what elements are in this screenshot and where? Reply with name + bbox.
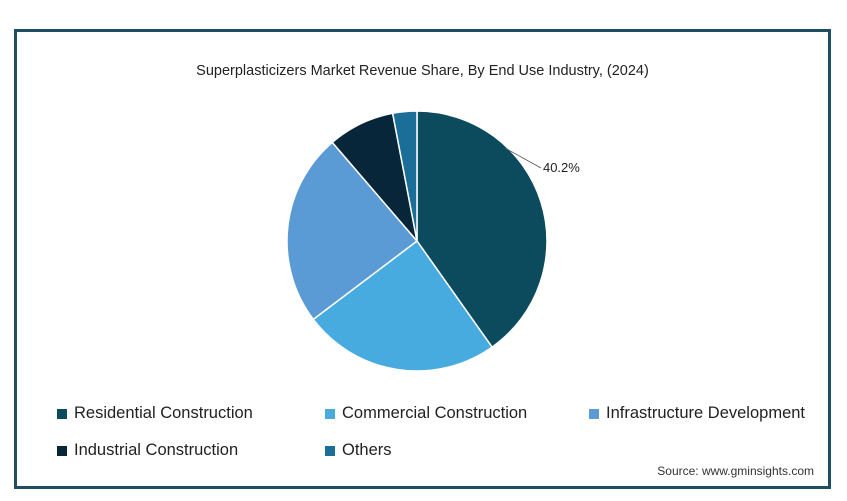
legend-swatch [325, 445, 335, 456]
pie-slice-residential-construction [416, 110, 548, 349]
pie-slice-commercial-construction [312, 239, 494, 372]
pie-chart: 40.2% [286, 110, 580, 372]
legend-item-commercial: Commercial Construction [325, 404, 527, 423]
legend-label: Infrastructure Development [606, 404, 806, 422]
legend-item-infrastructure: Infrastructure Development [589, 404, 805, 423]
legend-item-residential: Residential Construction [57, 404, 253, 423]
legend-label: Industrial Construction [74, 441, 239, 459]
legend-label: Commercial Construction [342, 404, 528, 422]
legend-swatch [325, 408, 335, 419]
chart-title: Superplasticizers Market Revenue Share, … [196, 63, 649, 79]
legend-label: Residential Construction [74, 404, 253, 422]
legend-item-industrial: Industrial Construction [57, 441, 238, 460]
pie-slice-others [391, 110, 418, 242]
source-note: Source: www.gminsights.com [657, 464, 814, 478]
pie-slice-infrastructure-development [286, 141, 419, 321]
data-label: 40.2% [543, 160, 580, 175]
legend-label: Others [342, 441, 392, 459]
legend-swatch [589, 408, 599, 419]
legend-swatch [57, 408, 67, 419]
legend-swatch [57, 445, 67, 456]
legend-item-others: Others [325, 441, 392, 460]
chart-frame: Superplasticizers Market Revenue Share, … [14, 29, 831, 489]
data-label-leader [504, 147, 542, 169]
